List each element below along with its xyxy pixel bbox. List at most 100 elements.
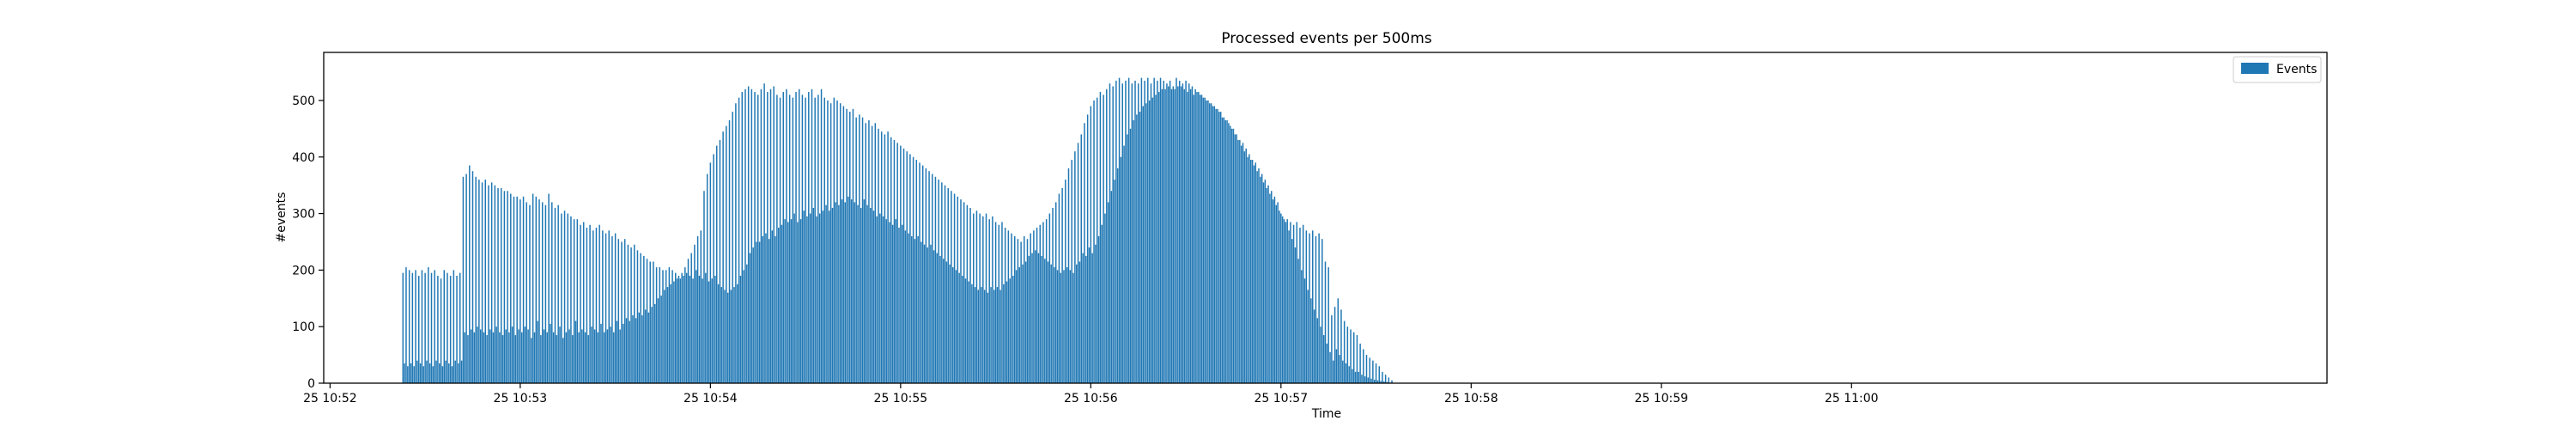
bar: [1066, 267, 1068, 383]
bar: [1320, 326, 1321, 383]
bar: [430, 272, 433, 383]
bar: [855, 117, 857, 383]
chart-title: Processed events per 500ms: [1221, 30, 1431, 47]
bar: [1121, 83, 1123, 383]
plot-frame: [323, 52, 2328, 384]
bar: [524, 326, 526, 383]
bar: [814, 97, 816, 384]
bar: [1327, 267, 1329, 383]
bar: [758, 241, 761, 383]
bar: [1110, 191, 1113, 383]
bar: [1255, 162, 1257, 383]
bar: [1104, 213, 1106, 383]
bar: [906, 151, 908, 384]
bar: [655, 267, 658, 383]
bar: [592, 230, 594, 383]
bar: [1091, 253, 1093, 383]
bar: [1001, 222, 1003, 383]
bar: [1011, 233, 1012, 383]
bar: [720, 287, 723, 383]
bar: [1116, 168, 1119, 383]
bar: [684, 267, 686, 383]
bar: [681, 272, 683, 383]
x-tick-label: 25 11:00: [1825, 392, 1879, 406]
bar: [1041, 255, 1042, 383]
bar: [572, 335, 574, 383]
bar: [1134, 80, 1136, 383]
bar: [1151, 97, 1154, 384]
bar: [692, 278, 694, 383]
bar: [610, 326, 611, 383]
bar: [679, 278, 682, 383]
bar: [535, 196, 538, 383]
bar: [1202, 97, 1205, 384]
bar: [1140, 77, 1143, 384]
bar: [1294, 247, 1297, 383]
bar: [1172, 86, 1175, 384]
bar: [1234, 134, 1236, 383]
bar: [1136, 114, 1138, 383]
bar: [700, 230, 702, 383]
bar: [779, 97, 781, 384]
bar: [1290, 222, 1291, 383]
bar: [510, 193, 512, 383]
bar: [741, 92, 744, 383]
bar: [1380, 381, 1382, 383]
bar: [795, 92, 797, 383]
bar: [439, 363, 440, 383]
bar: [1215, 108, 1217, 383]
bar: [786, 88, 787, 383]
bar: [1052, 207, 1054, 383]
y-tick-label: 0: [307, 377, 315, 391]
bar: [1191, 86, 1194, 384]
bar: [1042, 222, 1044, 383]
bar: [1058, 193, 1060, 383]
bar: [483, 332, 485, 383]
bar: [1139, 112, 1141, 383]
bar: [551, 202, 553, 383]
bar: [793, 213, 795, 383]
bar: [889, 222, 890, 383]
bar: [942, 259, 945, 383]
bar: [912, 156, 914, 383]
bar: [909, 154, 911, 383]
x-tick-label: 25 10:56: [1064, 392, 1118, 406]
bar: [407, 366, 409, 383]
bar: [456, 275, 458, 383]
bar: [705, 272, 707, 383]
bar: [1144, 80, 1145, 383]
bar: [706, 174, 708, 383]
bar: [1331, 315, 1333, 383]
bar: [1283, 219, 1285, 383]
bar: [831, 207, 834, 383]
bar: [964, 278, 967, 383]
bar: [900, 145, 902, 383]
bar: [533, 332, 536, 383]
bar: [634, 244, 635, 383]
bar: [708, 281, 710, 383]
bar: [419, 363, 422, 383]
x-tick-label: 25 10:54: [683, 392, 738, 406]
bar: [460, 360, 463, 383]
bar: [1198, 92, 1200, 383]
bar: [930, 244, 932, 383]
bar: [781, 224, 783, 383]
bar: [743, 270, 744, 383]
bar: [546, 332, 548, 383]
bar: [803, 210, 805, 383]
bar: [1106, 88, 1108, 383]
bar: [478, 180, 480, 383]
bar: [842, 106, 845, 384]
bar: [659, 267, 661, 383]
bar: [1024, 261, 1027, 383]
bar: [735, 103, 737, 383]
bar: [694, 244, 696, 383]
bar: [1280, 213, 1282, 383]
bar: [511, 326, 513, 383]
bar: [1305, 230, 1308, 383]
bar: [614, 233, 617, 383]
bar: [1115, 80, 1117, 383]
bar: [503, 191, 506, 383]
bar: [782, 92, 784, 383]
bar: [602, 230, 604, 383]
